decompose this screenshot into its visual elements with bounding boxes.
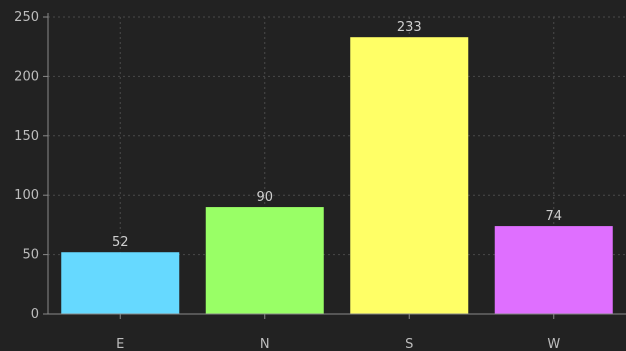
- y-tick-label: 250: [14, 10, 39, 25]
- bars: [61, 37, 613, 315]
- data-label-n: 90: [256, 190, 273, 205]
- bar-n: [205, 207, 324, 314]
- data-label-w: 74: [545, 209, 562, 224]
- data-label-s: 233: [397, 20, 422, 35]
- x-tick-label-w: W: [547, 337, 560, 351]
- y-tick-label: 200: [14, 69, 39, 84]
- y-tick-label: 0: [31, 307, 39, 322]
- bar-e: [61, 252, 180, 314]
- x-tick-label-s: S: [405, 337, 413, 351]
- y-tick-label: 100: [14, 188, 39, 203]
- bar-w: [494, 226, 613, 314]
- y-tick-label: 50: [22, 248, 39, 263]
- x-tick-label-e: E: [116, 337, 124, 351]
- labels: 0 50 100 150 200 250 52 E 90 N 233 S 74 W: [14, 10, 562, 351]
- axes: [43, 13, 626, 319]
- bar-s: [350, 37, 469, 315]
- y-tick-label: 150: [14, 129, 39, 144]
- x-tick-label-n: N: [260, 337, 270, 351]
- data-label-e: 52: [112, 235, 129, 250]
